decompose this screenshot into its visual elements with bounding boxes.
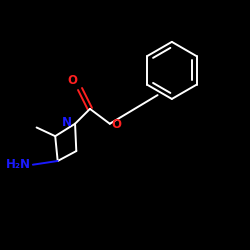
Text: O: O	[112, 118, 122, 132]
Text: O: O	[68, 74, 78, 87]
Text: N: N	[62, 116, 72, 129]
Text: H₂N: H₂N	[6, 158, 31, 171]
